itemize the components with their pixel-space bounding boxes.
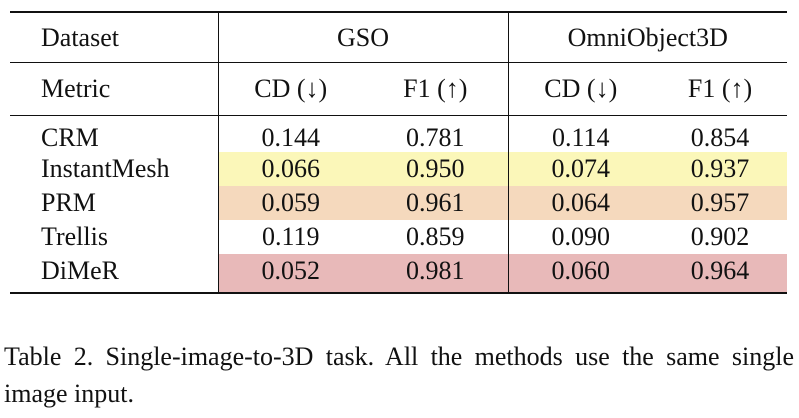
dataset-label: Dataset (10, 11, 219, 63)
metric-gso-cd: CD (↓) (218, 62, 363, 116)
metric-gso-f1: F1 (↑) (363, 62, 509, 116)
value-gso-cd: 0.144 (218, 115, 363, 152)
value-gso-cd: 0.066 (218, 152, 363, 186)
value-omni-cd: 0.114 (508, 115, 654, 152)
metric-label: Metric (10, 62, 219, 116)
value-omni-f1: 0.902 (690, 222, 750, 251)
value-gso-f1: 0.981 (363, 254, 509, 294)
group-gso: GSO (218, 11, 509, 63)
method-name: InstantMesh (10, 152, 219, 186)
metric-omni-cd: CD (↓) (508, 62, 654, 116)
table-row-trellis: Trellis 0.119 0.859 0.090 0.902 (10, 220, 787, 254)
value-gso-f1: 0.781 (363, 115, 509, 152)
table-row-instantmesh: InstantMesh 0.066 0.950 0.074 0.937 (10, 152, 788, 186)
method-name: DiMeR (10, 254, 219, 294)
header-row-metric: Metric CD (↓) F1 (↑) CD (↓) F1 (↑) (10, 62, 788, 116)
value-omni-cd: 0.064 (508, 186, 654, 220)
value-gso-f1: 0.859 (363, 220, 509, 254)
results-table: Dataset GSO OmniObject3D Metric CD (↓) F… (10, 11, 788, 294)
header-row-dataset: Dataset GSO OmniObject3D (10, 11, 788, 63)
table-row-dimer: DiMeR 0.052 0.981 0.060 0.964 (10, 254, 788, 294)
value-gso-cd: 0.059 (218, 186, 363, 220)
value-omni-cd: 0.074 (508, 152, 654, 186)
results-table-container: Dataset GSO OmniObject3D Metric CD (↓) F… (10, 11, 788, 294)
group-omniobject3d: OmniObject3D (508, 11, 788, 63)
value-gso-f1: 0.950 (363, 152, 509, 186)
metric-omni-f1: F1 (↑) (653, 62, 788, 116)
value-omni-cd: 0.090 (551, 222, 611, 251)
value-gso-cd: 0.052 (218, 254, 363, 294)
method-name: Trellis (10, 220, 219, 254)
value-omni-f1: 0.957 (653, 186, 788, 220)
value-omni-cd: 0.060 (508, 254, 654, 294)
value-omni-f1: 0.854 (653, 115, 788, 152)
table-row-crm: CRM 0.144 0.781 0.114 0.854 (10, 115, 788, 152)
value-omni-f1: 0.964 (653, 254, 788, 294)
table-caption: Table 2. Single-image-to-3D task. All th… (4, 342, 794, 408)
method-name: CRM (10, 115, 219, 152)
value-omni-f1: 0.937 (653, 152, 788, 186)
value-gso-f1: 0.961 (363, 186, 509, 220)
method-name: PRM (10, 186, 219, 220)
table-row-prm: PRM 0.059 0.961 0.064 0.957 (10, 186, 788, 220)
value-gso-cd: 0.119 (261, 222, 320, 251)
